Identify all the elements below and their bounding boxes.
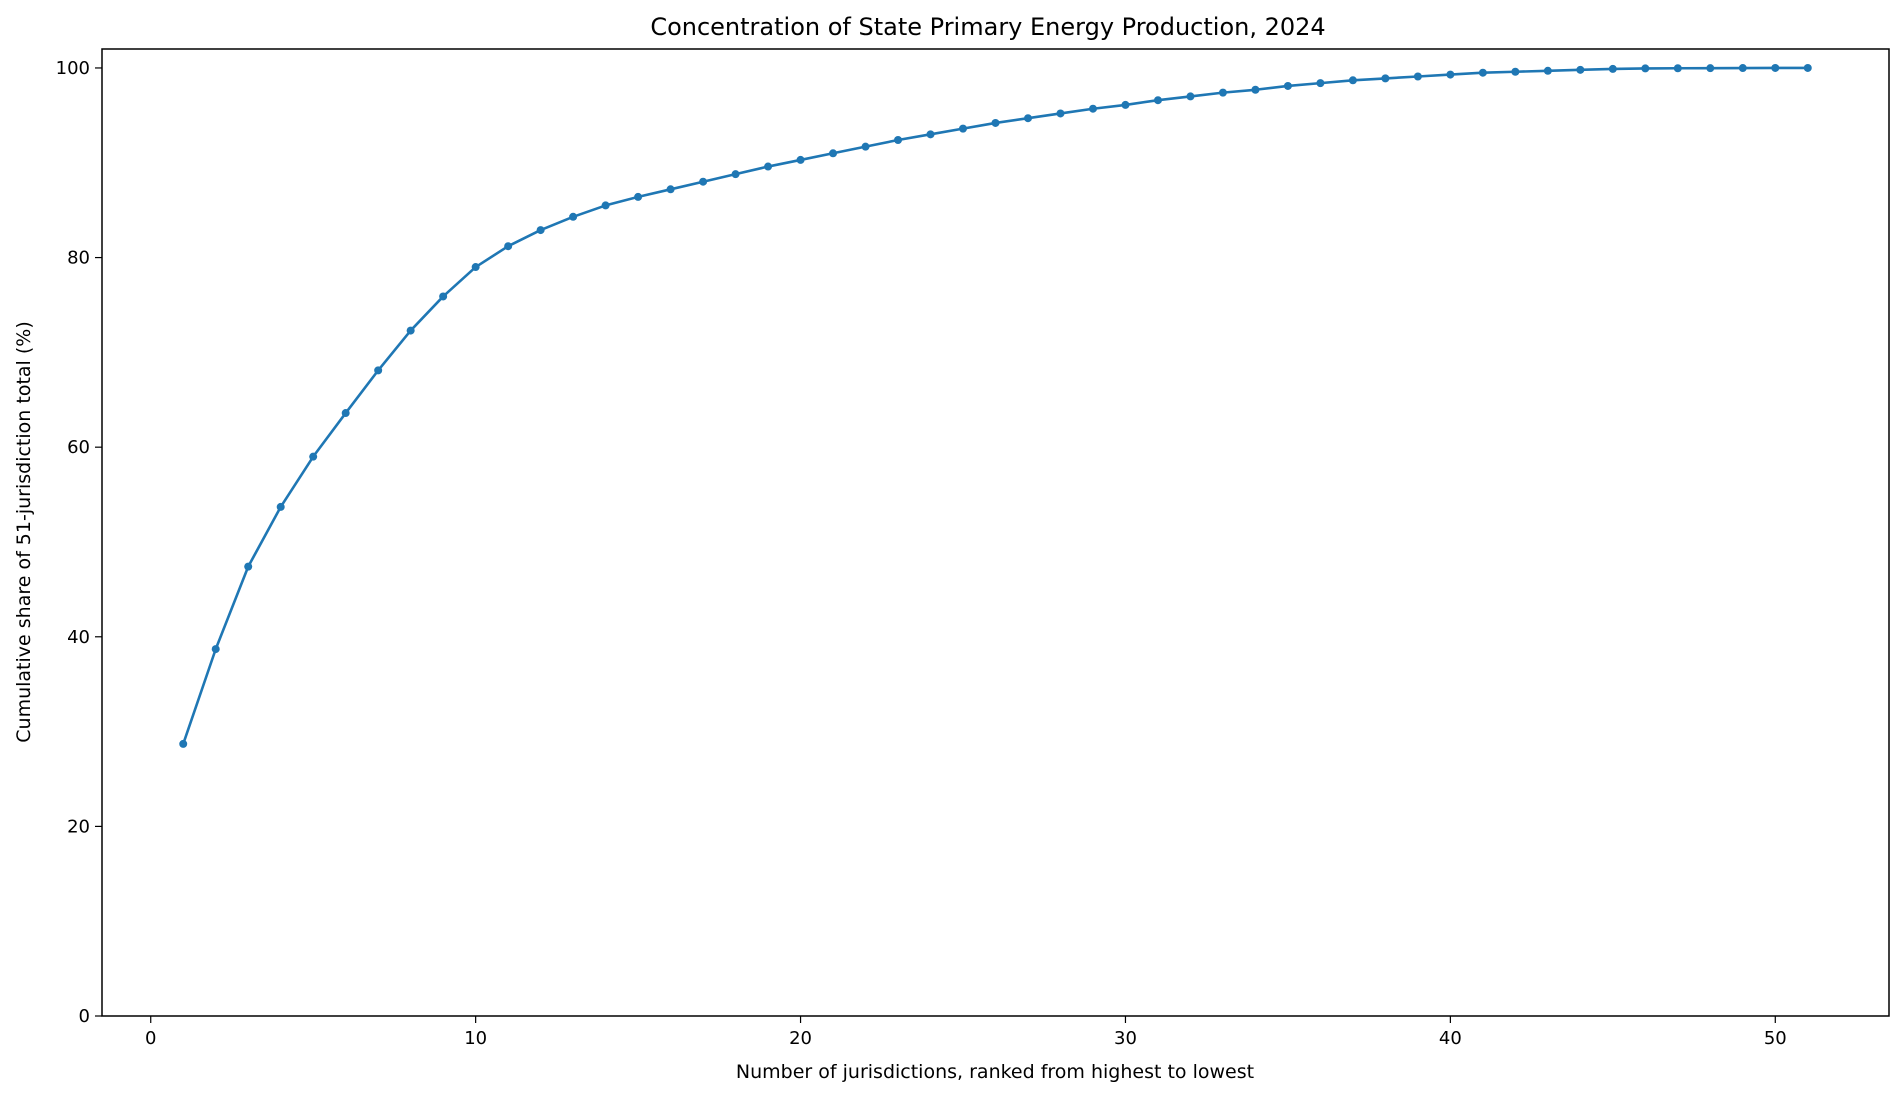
data-point <box>1413 72 1422 81</box>
data-point <box>569 212 578 221</box>
data-point <box>601 201 610 210</box>
data-point <box>1153 96 1162 105</box>
data-point <box>536 226 545 235</box>
data-point <box>309 452 318 461</box>
data-point <box>1511 67 1520 76</box>
data-point <box>861 142 870 151</box>
y-tick-label: 0 <box>79 1006 90 1027</box>
data-point <box>504 242 513 251</box>
series-line <box>182 66 1808 745</box>
data-point <box>1088 104 1097 113</box>
data-point <box>179 739 188 748</box>
data-point <box>471 263 480 272</box>
data-point <box>634 192 643 201</box>
data-point <box>439 292 448 301</box>
series-layer <box>179 63 1812 748</box>
data-point <box>1251 85 1260 94</box>
data-point <box>829 149 838 158</box>
data-point <box>699 177 708 186</box>
data-point <box>1056 109 1065 118</box>
y-axis-ticks: 0 20 40 60 80 100 <box>56 58 102 1027</box>
data-point <box>1348 76 1357 85</box>
data-point <box>731 170 740 179</box>
data-point <box>1738 64 1747 73</box>
data-point <box>796 155 805 164</box>
chart-title: Concentration of State Primary Energy Pr… <box>650 13 1325 41</box>
data-point <box>959 124 968 133</box>
data-point <box>341 409 350 418</box>
data-point <box>1316 79 1325 88</box>
data-point <box>374 366 383 375</box>
data-point <box>1478 68 1487 77</box>
x-tick-label: 50 <box>1764 1028 1787 1049</box>
data-point <box>1283 81 1292 90</box>
data-point <box>764 162 773 171</box>
data-point <box>1023 114 1032 123</box>
y-tick-label: 60 <box>67 437 90 458</box>
data-point <box>1186 92 1195 101</box>
data-point <box>1608 64 1617 73</box>
data-point <box>991 118 1000 127</box>
data-point <box>1121 100 1130 109</box>
data-point <box>1641 64 1650 73</box>
y-axis-label: Cumulative share of 51-jurisdiction tota… <box>13 321 35 742</box>
data-point <box>1218 88 1227 97</box>
y-tick-label: 20 <box>67 816 90 837</box>
data-point <box>666 185 675 194</box>
data-point <box>244 562 253 571</box>
x-tick-label: 0 <box>145 1028 156 1049</box>
data-point <box>406 326 415 335</box>
data-point <box>1771 63 1780 72</box>
plot-frame <box>101 48 1890 1017</box>
data-point <box>1706 64 1715 73</box>
y-tick-label: 40 <box>67 627 90 648</box>
data-point <box>1576 65 1585 74</box>
data-point <box>894 136 903 145</box>
data-point <box>211 645 220 654</box>
data-point <box>1381 74 1390 83</box>
x-tick-label: 20 <box>789 1028 812 1049</box>
y-tick-label: 100 <box>56 58 90 79</box>
x-axis-label: Number of jurisdictions, ranked from hig… <box>736 1061 1254 1083</box>
data-point <box>1446 70 1455 79</box>
y-tick-label: 80 <box>67 248 90 269</box>
x-tick-label: 40 <box>1439 1028 1462 1049</box>
data-point <box>1673 64 1682 73</box>
data-point <box>1543 66 1552 75</box>
x-axis-ticks: 0 10 20 30 40 50 <box>145 1016 1787 1049</box>
x-tick-label: 10 <box>464 1028 487 1049</box>
data-point <box>926 130 935 139</box>
data-point <box>276 502 285 511</box>
data-point <box>1803 63 1812 72</box>
x-tick-label: 30 <box>1114 1028 1137 1049</box>
